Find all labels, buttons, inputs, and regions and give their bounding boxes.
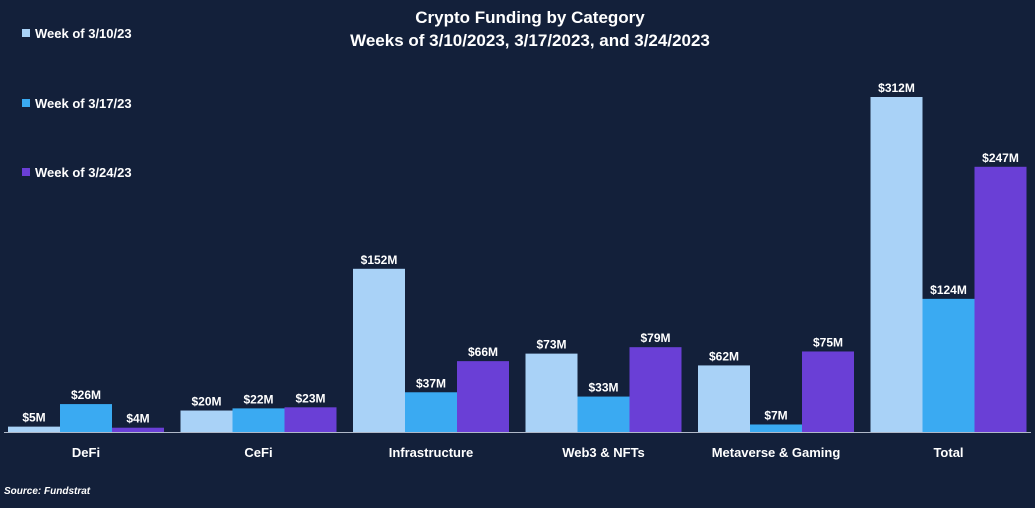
bar-cefi-series-2 [232, 408, 285, 432]
legend-swatch [22, 29, 30, 37]
bar-metaverse-gaming-series-1 [698, 365, 750, 432]
data-label-cefi-series-1: $20M [191, 395, 221, 409]
legend-label: Week of 3/17/23 [35, 96, 132, 111]
legend-item-week-3: Week of 3/24/23 [22, 165, 132, 181]
legend-item-week-1: Week of 3/10/23 [22, 26, 132, 42]
x-tick-label-cefi: CeFi [244, 445, 272, 460]
data-label-metaverse-gaming-series-2: $7M [764, 408, 787, 422]
bar-total-series-2 [922, 298, 975, 432]
bar-total-series-1 [870, 97, 923, 432]
bar-web3-nfts-series-2 [577, 396, 630, 432]
data-label-web3-nfts-series-2: $33M [588, 381, 618, 395]
bar-total-series-3 [974, 166, 1027, 432]
bar-cefi-series-1 [180, 410, 233, 432]
legend-swatch [22, 168, 30, 176]
x-tick-label-defi: DeFi [72, 445, 100, 460]
bar-defi-series-2 [60, 404, 112, 432]
bar-web3-nfts-series-3 [629, 347, 682, 432]
data-label-web3-nfts-series-1: $73M [536, 338, 566, 352]
source-note: Source: Fundstrat [4, 486, 91, 497]
bar-defi-series-1 [8, 426, 60, 432]
x-tick-label-metaverse-gaming: Metaverse & Gaming [712, 445, 841, 460]
data-label-infrastructure-series-3: $66M [468, 345, 498, 359]
data-label-defi-series-3: $4M [126, 412, 149, 426]
data-label-cefi-series-3: $23M [295, 391, 325, 405]
bar-cefi-series-3 [284, 407, 337, 432]
data-label-infrastructure-series-2: $37M [416, 376, 446, 390]
chart-title-block: Crypto Funding by Category Weeks of 3/10… [280, 6, 780, 52]
data-label-total-series-3: $247M [982, 151, 1019, 165]
bar-infrastructure-series-3 [457, 361, 509, 432]
legend-label: Week of 3/24/23 [35, 165, 132, 180]
legend-item-week-2: Week of 3/17/23 [22, 96, 132, 112]
legend-swatch [22, 99, 30, 107]
bar-infrastructure-series-2 [405, 392, 457, 432]
data-label-cefi-series-2: $22M [243, 392, 273, 406]
bar-web3-nfts-series-1 [525, 353, 578, 432]
data-label-metaverse-gaming-series-3: $75M [813, 335, 843, 349]
chart-title: Crypto Funding by Category [415, 8, 645, 27]
data-label-infrastructure-series-1: $152M [361, 253, 398, 267]
bar-infrastructure-series-1 [353, 268, 405, 432]
bar-defi-series-3 [112, 427, 164, 432]
data-label-defi-series-1: $5M [22, 411, 45, 425]
data-label-web3-nfts-series-3: $79M [640, 331, 670, 345]
x-tick-label-infrastructure: Infrastructure [389, 445, 474, 460]
x-tick-label-total: Total [933, 445, 963, 460]
bar-metaverse-gaming-series-2 [750, 424, 802, 432]
chart-subtitle: Weeks of 3/10/2023, 3/17/2023, and 3/24/… [350, 31, 710, 50]
x-tick-label-web3-nfts: Web3 & NFTs [562, 445, 645, 460]
data-label-defi-series-2: $26M [71, 388, 101, 402]
bar-metaverse-gaming-series-3 [802, 351, 854, 432]
data-label-total-series-1: $312M [878, 81, 915, 95]
legend-label: Week of 3/10/23 [35, 26, 132, 41]
data-label-total-series-2: $124M [930, 283, 967, 297]
data-label-metaverse-gaming-series-1: $62M [709, 349, 739, 363]
